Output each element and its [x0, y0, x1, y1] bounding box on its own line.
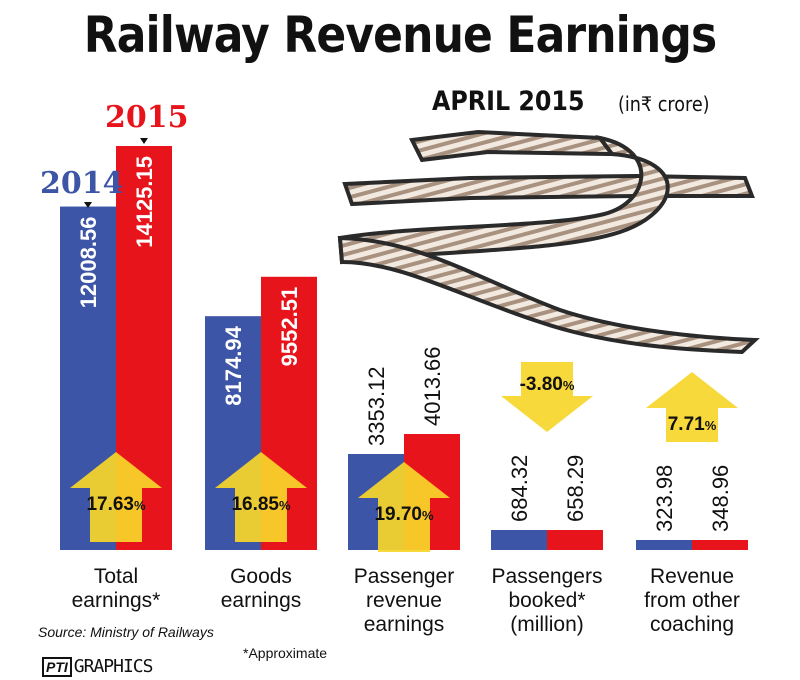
change-label-0: 17.63% [86, 494, 146, 515]
category-label-0-0: Total [94, 565, 138, 588]
chart-subtitle: APRIL 2015 [432, 86, 585, 117]
value-label-2015-3: 658.29 [563, 455, 588, 522]
legend-2014: 2014 [40, 166, 124, 201]
value-label-2014-2: 3353.12 [364, 366, 389, 446]
category-label-3-2: (million) [510, 613, 584, 636]
category-label-2-1: revenue [366, 589, 442, 612]
change-label-4: 7.71% [668, 414, 717, 435]
bar-2015-3 [547, 530, 603, 550]
change-label-2: 19.70% [374, 504, 434, 525]
approximate-note: *Approximate [243, 645, 328, 661]
legend-2015: 2015 [105, 100, 189, 135]
change-arrow-up-0 [70, 452, 162, 542]
marker-2015 [140, 138, 148, 144]
source-note: Source: Ministry of Railways [38, 624, 214, 640]
bar-2015-4 [692, 540, 748, 550]
value-label-2015-1: 9552.51 [277, 287, 302, 367]
category-label-1-1: earnings [221, 589, 302, 612]
value-label-2015-0: 14125.15 [132, 156, 157, 248]
category-label-3-1: booked* [508, 589, 585, 612]
category-label-1-0: Goods [230, 565, 292, 588]
change-arrow-down-3 [501, 362, 593, 432]
category-label-2-2: earnings [364, 613, 445, 636]
value-label-2014-3: 684.32 [507, 455, 532, 522]
unit-label: (in₹ crore) [618, 92, 710, 116]
pti-logo: PTI [42, 657, 72, 677]
change-label-1: 16.85% [231, 494, 291, 515]
value-label-2015-4: 348.96 [708, 465, 733, 532]
value-label-2014-0: 12008.56 [76, 217, 101, 309]
change-arrow-up-2 [358, 462, 450, 552]
chart-title: Railway Revenue Earnings [83, 6, 717, 64]
category-label-2-0: Passenger [354, 565, 454, 588]
value-label-2014-4: 323.98 [652, 465, 677, 532]
brand-logo: PTI GRAPHICS [42, 656, 154, 677]
category-label-4-2: coaching [650, 613, 734, 636]
category-label-0-1: earnings* [72, 589, 161, 612]
brand-text: GRAPHICS [73, 656, 154, 677]
rail-track-icon [337, 129, 760, 355]
category-label-3-0: Passengers [492, 565, 603, 588]
bar-2014-4 [636, 540, 692, 550]
category-label-4-0: Revenue [650, 565, 734, 588]
bar-2014-3 [491, 530, 547, 550]
change-arrow-up-1 [215, 452, 307, 542]
value-label-2014-1: 8174.94 [221, 325, 246, 405]
value-label-2015-2: 4013.66 [420, 346, 445, 426]
change-label-3: -3.80% [520, 374, 575, 395]
change-arrow-up-4 [646, 372, 738, 442]
category-label-4-1: from other [644, 589, 740, 612]
marker-2014 [84, 202, 92, 208]
